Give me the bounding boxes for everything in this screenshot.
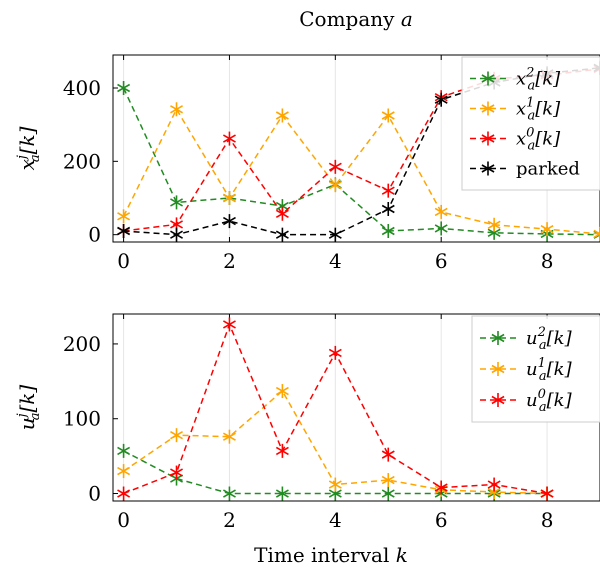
legend-label: x0 a[k] [516,126,561,154]
x-tick-label: 2 [223,249,236,273]
data-point [275,443,289,458]
legend-marker [491,362,505,376]
data-point [117,464,131,479]
data-point [381,183,395,198]
data-point [328,227,342,242]
data-point [275,206,289,221]
chart-title: Company a [299,7,413,31]
x-tick-label: 4 [329,508,342,532]
data-point [117,224,131,238]
legend-label: u1 a[k] [526,356,573,384]
data-point [117,486,131,501]
series-line-4 [123,67,600,236]
y-tick-label: 100 [63,407,101,431]
legend-label: x1 a[k] [516,96,561,124]
legend-marker [481,131,495,146]
data-point [222,191,236,205]
series-group [117,317,554,501]
x-tick-label: 0 [117,508,130,532]
data-point [328,178,342,193]
data-point [328,477,342,492]
data-point [275,227,289,242]
data-point [275,384,289,399]
series-line-1 [122,87,600,236]
data-point [117,81,131,95]
data-point [222,486,236,501]
data-point [540,486,554,501]
data-point [170,465,183,480]
x-tick-label: 0 [117,249,130,273]
data-point [381,447,395,462]
x-axis-label: Time interval k [254,543,408,567]
data-point [381,486,395,501]
data-point [170,227,183,242]
data-point [381,224,395,238]
y-tick-label: 0 [88,223,101,247]
legend-label: u2 a[k] [526,325,573,353]
chart-panel-1: 0 2 4 6 8 0 200 400 Company a xja[k] x2 a[k]x1 a[k]x… [15,7,600,273]
legend-marker [481,101,495,116]
plot-frame [112,313,600,502]
data-point [593,226,600,241]
data-point [170,102,183,117]
data-point [222,429,236,444]
x-tick-label: 6 [435,249,448,273]
data-point [434,480,448,495]
data-point [275,108,289,123]
y-axis-label: uja[k] [15,385,43,431]
data-point [381,108,395,123]
data-point [434,204,448,219]
x-tick-label: 2 [223,508,236,532]
data-point [170,428,183,443]
data-point [275,486,289,501]
plot-frame [112,54,600,243]
data-point [222,131,236,146]
y-tick-label: 200 [63,332,101,356]
legend-marker [481,71,495,86]
y-tick-label: 0 [88,482,101,506]
y-axis-label: xja[k] [15,126,43,170]
data-point [328,345,342,360]
data-point [381,473,395,488]
data-point [170,195,183,210]
legend-label: x2 a[k] [516,66,561,94]
series-line-2 [122,107,600,235]
x-tick-label: 8 [541,508,554,532]
data-point [487,477,501,492]
legend-label: u0 a[k] [526,387,573,415]
legend: x2 a[k]x1 a[k]x0 a[k] parked [461,56,600,191]
x-tick-label: 4 [329,249,342,273]
x-tick-label: 6 [435,508,448,532]
x-tick-label: 8 [541,249,554,273]
legend-marker [481,161,495,176]
y-tick-label: 400 [63,76,101,100]
y-tick-label: 200 [63,149,101,173]
legend-marker [491,393,505,407]
data-point [434,92,448,107]
data-point [222,214,236,229]
data-point [117,443,131,458]
data-point [328,159,342,174]
legend: u2 a[k] u1 a[k] u0 a[k] [471,315,600,423]
data-point [381,202,395,216]
data-point [540,222,554,237]
legend-marker [491,331,505,345]
data-point [222,317,236,332]
legend-label: parked [516,159,580,180]
data-point [434,221,448,236]
data-point [117,209,131,224]
data-point [487,217,501,232]
